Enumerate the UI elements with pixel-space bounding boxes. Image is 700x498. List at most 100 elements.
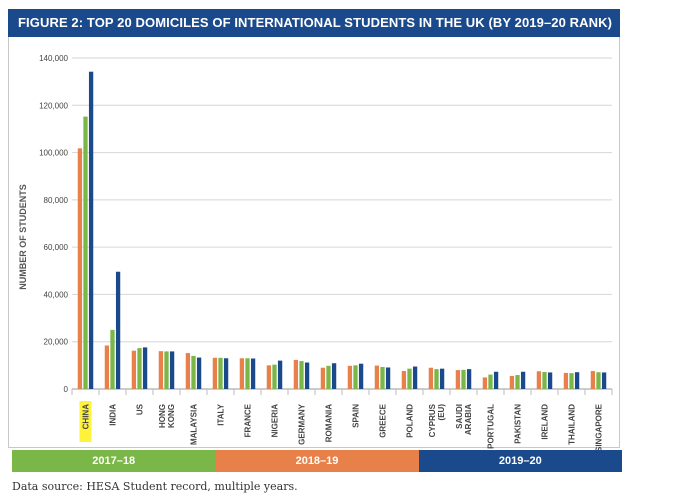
bar xyxy=(563,372,569,389)
x-tick-label: NIGERIA xyxy=(271,404,280,438)
bar xyxy=(266,365,272,389)
x-tick-text: SAUDI xyxy=(455,404,464,429)
bars xyxy=(77,71,607,390)
x-tick-label: SAUDI ARABIA xyxy=(455,404,473,435)
bar xyxy=(131,350,137,389)
x-tick-text: CYPRUS xyxy=(428,403,437,437)
x-tick-text: KONG xyxy=(167,404,176,428)
y-tick-label: 0 xyxy=(64,385,69,394)
bar xyxy=(158,351,164,389)
bar xyxy=(277,360,283,389)
bar xyxy=(104,345,110,389)
x-tick-text: GREECE xyxy=(379,403,388,437)
bar xyxy=(488,374,493,389)
bar xyxy=(169,351,175,389)
x-tick-label: CYPRUS (EU) xyxy=(428,403,446,437)
legend-2017-18: 2017–18 xyxy=(12,450,216,472)
x-tick-text: ARABIA xyxy=(464,404,473,435)
x-tick-label: HONG KONG xyxy=(158,404,176,428)
x-tick-label: THAILAND xyxy=(568,404,577,445)
bar xyxy=(347,365,353,389)
bar xyxy=(455,370,461,389)
bar xyxy=(88,71,94,389)
bar xyxy=(385,367,391,389)
year-legend: 2017–18 2018–19 2019–20 xyxy=(12,450,622,472)
x-tick-text: US xyxy=(136,403,145,415)
bar xyxy=(293,359,299,389)
bar xyxy=(520,371,526,389)
category-highlight xyxy=(79,401,92,442)
bar xyxy=(83,116,88,390)
legend-2019-20: 2019–20 xyxy=(418,450,622,472)
bar xyxy=(542,371,547,389)
bar xyxy=(461,369,466,389)
x-tick-label: POLAND xyxy=(406,404,415,438)
bar xyxy=(353,365,358,389)
bar xyxy=(218,357,223,389)
x-tick-text: INDIA xyxy=(109,404,118,426)
x-tick-text: PAKISTAN xyxy=(514,404,523,444)
x-tick-label: PAKISTAN xyxy=(514,404,523,444)
bar xyxy=(601,372,607,389)
bar xyxy=(142,347,148,389)
x-tick-text: NIGERIA xyxy=(271,404,280,438)
x-tick-text: SINGAPORE xyxy=(595,403,604,450)
bar xyxy=(304,362,310,389)
bar xyxy=(493,371,499,389)
bar xyxy=(536,371,542,389)
bar xyxy=(164,351,169,389)
chart-frame xyxy=(8,37,620,448)
bar xyxy=(569,373,574,389)
x-tick-label: PORTUGAL xyxy=(487,404,496,449)
bar xyxy=(509,375,515,389)
y-tick-label: 80,000 xyxy=(44,196,69,205)
bar xyxy=(380,367,385,389)
bar xyxy=(412,366,418,389)
bar xyxy=(250,358,256,389)
data-source: Data source: HESA Student record, multip… xyxy=(12,480,298,493)
bar xyxy=(428,367,434,389)
x-tick-text: MALAYSIA xyxy=(190,404,199,445)
bar xyxy=(401,371,407,389)
y-tick-label: 140,000 xyxy=(39,54,68,63)
figure-title: FIGURE 2: TOP 20 DOMICILES OF INTERNATIO… xyxy=(8,9,620,37)
bar xyxy=(272,364,277,389)
bar xyxy=(196,357,202,389)
bar xyxy=(434,369,439,389)
x-tick-text: THAILAND xyxy=(568,404,577,445)
x-tick-label: MALAYSIA xyxy=(190,404,199,445)
bar xyxy=(590,371,596,389)
bar xyxy=(110,329,115,389)
bar xyxy=(482,377,488,389)
bar xyxy=(439,368,445,389)
bar xyxy=(115,271,121,389)
y-tick-label: 100,000 xyxy=(39,149,68,158)
x-tick-text: ROMANIA xyxy=(325,404,334,442)
x-tick-label: FRANCE xyxy=(244,403,253,437)
bar xyxy=(77,148,83,389)
bar xyxy=(212,357,218,389)
x-tick-text: IRELAND xyxy=(541,404,550,440)
bar xyxy=(515,375,520,389)
x-tick-label: ITALY xyxy=(217,403,226,425)
bar xyxy=(374,365,380,389)
x-tick-text: HONG xyxy=(158,404,167,428)
x-tick-label: CHINA xyxy=(79,401,92,442)
bar xyxy=(223,358,229,389)
y-axis-ticks: 0 20,000 40,000 60,000 80,000 100,000 120,000 1… xyxy=(39,54,68,394)
x-tick-text: GERMANY xyxy=(298,403,307,445)
x-tick-label: GREECE xyxy=(379,403,388,437)
grid-lines xyxy=(71,57,613,395)
bar xyxy=(407,368,412,389)
bar xyxy=(358,363,364,389)
y-tick-label: 120,000 xyxy=(39,101,68,110)
x-tick-label: IRELAND xyxy=(541,404,550,440)
x-tick-label: SINGAPORE xyxy=(595,403,604,450)
bar-chart: 0 20,000 40,000 60,000 80,000 100,000 120,000 1… xyxy=(18,54,613,450)
bar xyxy=(185,353,191,389)
y-tick-label: 20,000 xyxy=(44,338,69,347)
bar xyxy=(326,365,331,389)
x-tick-label: GERMANY xyxy=(298,403,307,445)
bar xyxy=(466,369,472,389)
x-axis-ticks: CHINA INDIA US HONG KONG MALAYSIA ITALY FRANCE N… xyxy=(79,401,604,450)
